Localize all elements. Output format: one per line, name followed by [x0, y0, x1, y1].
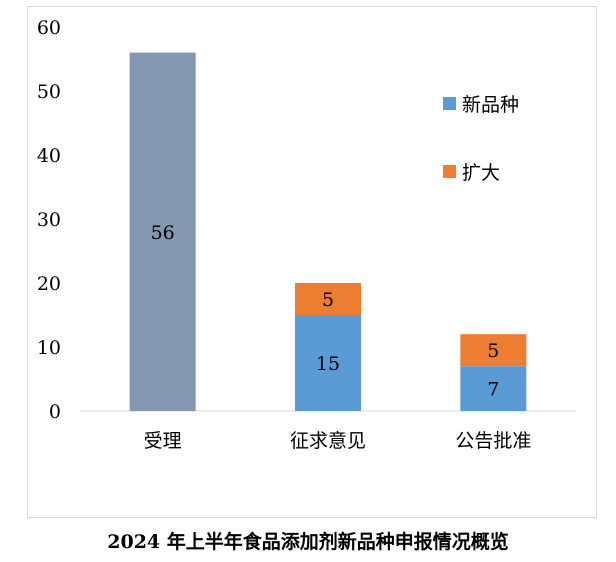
data-label: 15 [316, 353, 340, 375]
bar-new-variety [295, 315, 361, 411]
bar-expanded [295, 283, 361, 315]
data-label: 5 [487, 340, 499, 362]
y-tick-label: 0 [49, 401, 61, 423]
legend-label: 扩大 [462, 162, 500, 184]
bar-total [129, 52, 196, 411]
y-tick-label: 50 [37, 81, 61, 103]
y-tick-label: 10 [37, 337, 61, 359]
x-tick-label: 受理 [144, 430, 182, 452]
y-tick-label: 30 [37, 209, 61, 231]
data-label: 5 [322, 289, 334, 311]
x-tick-label: 征求意见 [290, 430, 366, 452]
x-axis: 受理 征求意见 公告批准 [144, 430, 532, 452]
x-tick-label: 公告批准 [455, 430, 531, 452]
legend-swatch [443, 165, 456, 178]
legend-swatch [443, 97, 456, 110]
chart-title: 2024 年上半年食品添加剂新品种申报情况概览 [107, 531, 509, 553]
chart-frame [27, 6, 597, 518]
legend-label: 新品种 [462, 94, 519, 116]
bars: 56 15 5 7 5 [129, 52, 527, 411]
y-tick-label: 60 [37, 17, 61, 39]
y-tick-label: 20 [37, 273, 61, 295]
y-tick-label: 40 [37, 145, 61, 167]
bar-new-variety [460, 366, 527, 411]
bar-expanded [460, 334, 527, 367]
data-label: 7 [487, 379, 499, 401]
data-label: 56 [151, 222, 175, 244]
